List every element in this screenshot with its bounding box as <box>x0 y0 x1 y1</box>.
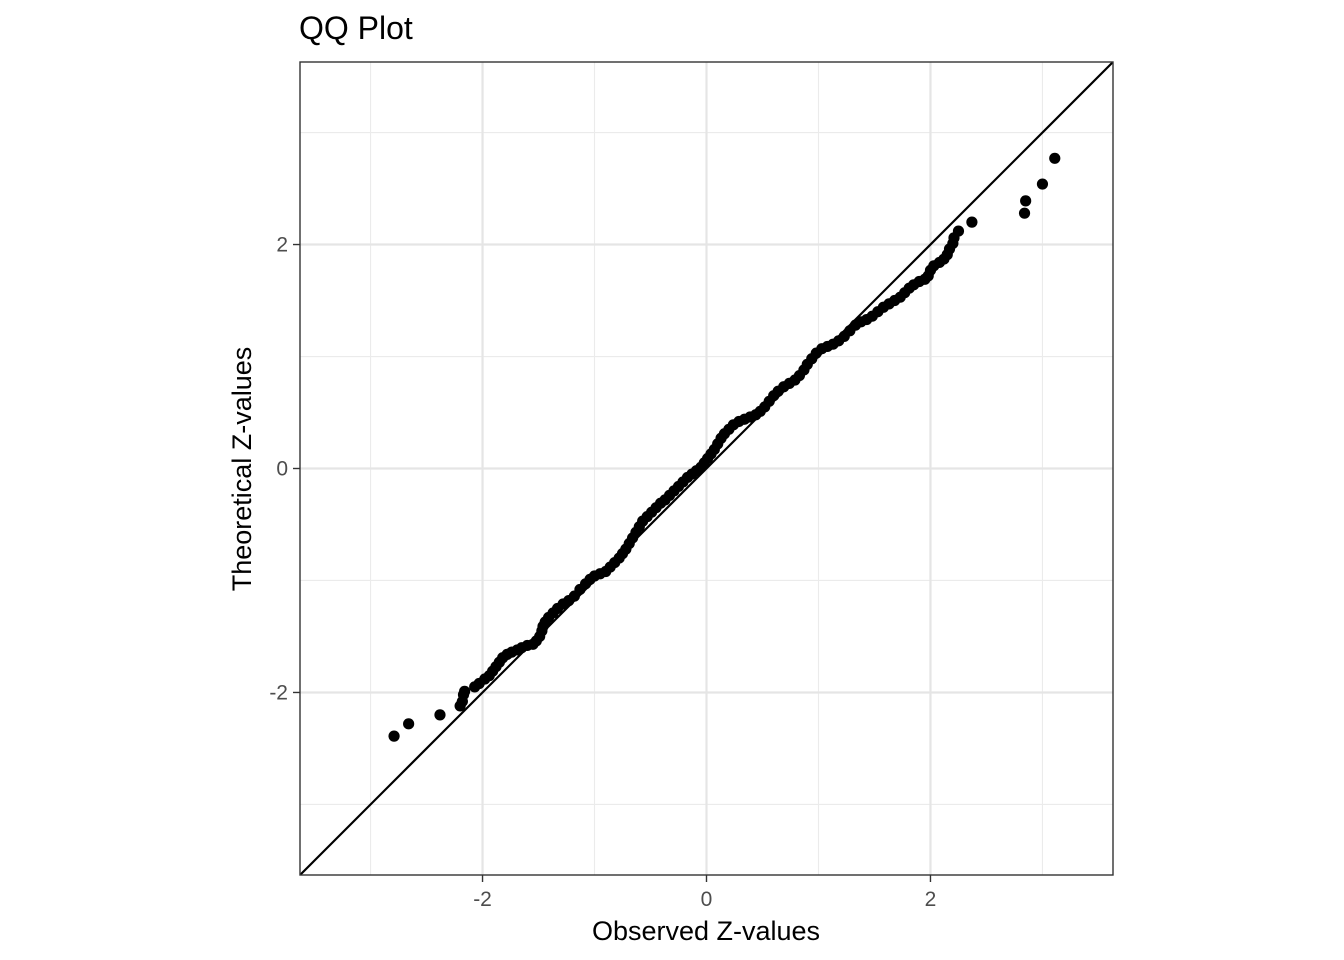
data-point <box>434 709 446 721</box>
data-point <box>403 718 415 730</box>
x-axis-title: Observed Z-values <box>592 916 820 946</box>
x-tick-label: 2 <box>925 888 937 911</box>
x-tick-label: 0 <box>701 888 713 911</box>
data-points <box>388 152 1061 742</box>
data-point <box>1020 195 1032 207</box>
data-point <box>966 216 978 228</box>
y-tick-label: 2 <box>276 234 288 257</box>
x-tick-label: -2 <box>473 888 492 911</box>
data-point <box>459 685 471 697</box>
y-axis-title: Theoretical Z-values <box>227 347 257 592</box>
plot-panel <box>299 61 1114 876</box>
x-axis: -2 0 2 <box>473 875 936 911</box>
reference-line <box>300 62 1113 875</box>
y-tick-label: -2 <box>269 681 288 704</box>
data-point <box>952 225 965 237</box>
chart-title: QQ Plot <box>299 10 413 46</box>
data-point <box>1049 152 1061 164</box>
data-point <box>1036 178 1049 190</box>
y-axis: -2 0 2 <box>269 234 300 704</box>
data-point <box>388 730 400 742</box>
data-point <box>1018 207 1031 219</box>
y-tick-label: 0 <box>276 458 288 481</box>
